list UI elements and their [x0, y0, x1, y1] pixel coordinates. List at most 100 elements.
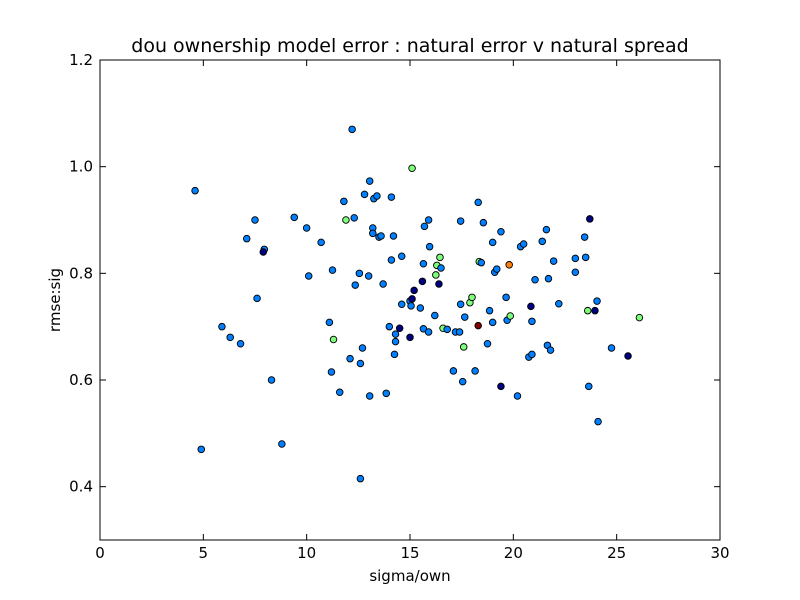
scatter-point [594, 417, 602, 426]
scatter-point [474, 321, 482, 330]
scatter-point [528, 350, 536, 359]
scatter-point [385, 322, 394, 331]
scatter-point [544, 274, 553, 283]
scatter-point [624, 352, 632, 360]
scatter-point [251, 216, 259, 224]
y-tick-label: 0.6 [69, 371, 93, 389]
scatter-point [505, 261, 513, 269]
scatter-point [197, 445, 206, 454]
scatter-point [328, 266, 337, 274]
scatter-point [425, 242, 434, 251]
scatter-point [418, 277, 427, 286]
scatter-point [591, 306, 599, 315]
scatter-point [528, 317, 536, 326]
scatter-point [259, 248, 268, 256]
scatter-point [365, 392, 374, 400]
scatter-point [373, 192, 381, 200]
scatter-point [449, 367, 458, 375]
scatter-point [459, 343, 468, 351]
scatter-point [317, 238, 325, 247]
scatter-point [443, 325, 451, 334]
scatter-point [493, 265, 501, 273]
scatter-point [406, 333, 414, 342]
scatter-point [358, 344, 367, 352]
scatter-point [236, 339, 245, 348]
scatter-point [387, 256, 396, 264]
scatter-point [488, 238, 497, 247]
scatter-point [325, 318, 334, 327]
scatter-point [519, 240, 528, 248]
scatter-point [348, 125, 356, 134]
scatter-point [506, 312, 514, 320]
scatter-point [340, 197, 348, 206]
scatter-point [377, 232, 385, 240]
scatter-point [502, 293, 510, 302]
scatter-point [360, 190, 369, 199]
scatter-point [410, 286, 418, 295]
scatter-point [607, 344, 616, 352]
x-tick-label: 15 [400, 544, 419, 562]
y-tick-label: 1.0 [69, 158, 93, 176]
scatter-point [581, 253, 590, 262]
scatter-point [485, 306, 494, 315]
scatter-point [436, 253, 444, 262]
scatter-point [382, 389, 390, 398]
scatter-point [407, 302, 415, 310]
scatter-point [342, 216, 350, 224]
x-tick-label: 25 [607, 544, 626, 562]
scatter-point [497, 227, 505, 236]
scatter-point [424, 328, 433, 336]
scatter-point [278, 440, 286, 448]
scatter-point [346, 354, 354, 363]
scatter-point [483, 339, 492, 348]
scatter-point [267, 376, 276, 384]
scatter-point [571, 268, 580, 277]
scatter-point [242, 234, 251, 243]
scatter-point [580, 233, 589, 241]
scatter-point [431, 311, 439, 320]
scatter-point [290, 213, 299, 222]
scatter-point [369, 229, 377, 238]
scatter-point [531, 275, 539, 284]
scatter-point [391, 337, 400, 346]
x-tick-label: 10 [297, 544, 316, 562]
scatter-point [471, 367, 479, 375]
y-tick-label: 1.2 [69, 51, 93, 69]
scatter-point [420, 222, 429, 231]
x-axis-ticks: 0 5 10 15 20 25 30 [95, 60, 730, 562]
scatter-point [488, 318, 497, 327]
scatter-point [351, 281, 359, 289]
scatter-point [391, 330, 400, 338]
scatter-point [365, 177, 374, 185]
scatter-point [542, 225, 551, 234]
scatter-point [455, 328, 464, 336]
scatter-point [497, 382, 505, 391]
scatter-point [379, 280, 387, 288]
scatter-point [350, 214, 358, 222]
x-tick-label: 30 [710, 544, 729, 562]
scatter-point [364, 272, 373, 280]
scatter-point [586, 215, 594, 223]
scatter-point [432, 271, 440, 279]
scatter-point [416, 304, 425, 312]
scatter-point [218, 322, 226, 331]
scatter-point [408, 295, 416, 303]
scatter-point [397, 252, 406, 261]
y-axis-label: rmse:sig [46, 268, 64, 332]
scatter-point [513, 392, 522, 400]
scatter-point [389, 232, 398, 240]
scatter-point [635, 313, 644, 322]
scatter-point [408, 164, 416, 173]
scatter-point [335, 388, 344, 397]
scatter-point [226, 333, 234, 342]
scatter-point [355, 269, 364, 278]
scatter-point [304, 272, 313, 280]
scatter-point [571, 254, 580, 263]
y-tick-label: 0.8 [69, 264, 93, 282]
scatter-point [527, 302, 535, 311]
scatter-point [585, 382, 593, 391]
scatter-point [468, 293, 476, 302]
scatter-point [593, 297, 601, 305]
